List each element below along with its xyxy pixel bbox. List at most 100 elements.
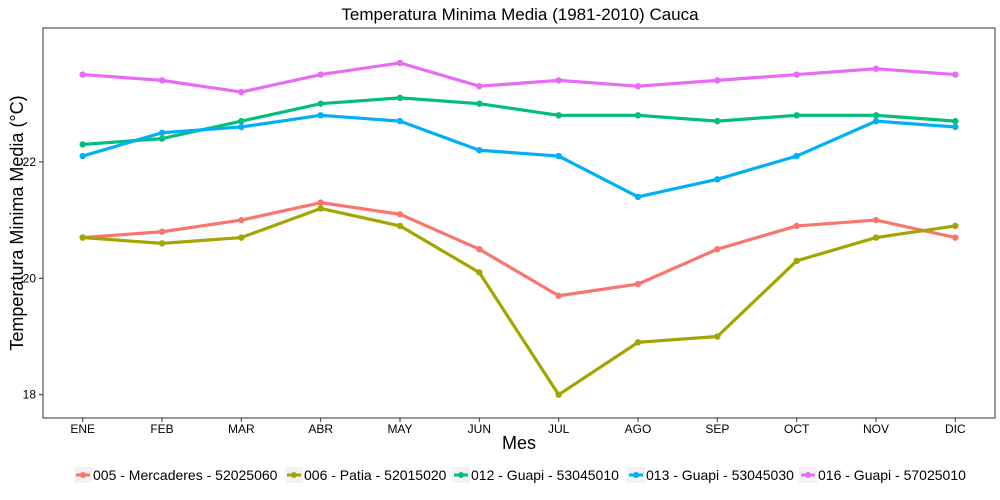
data-point	[952, 222, 959, 230]
data-point	[317, 100, 324, 107]
data-point	[555, 152, 562, 160]
data-point	[872, 65, 880, 72]
data-point	[793, 152, 800, 160]
data-point	[396, 117, 404, 125]
data-point	[79, 71, 86, 78]
series-line	[81, 201, 957, 298]
data-point	[793, 71, 800, 78]
legend-item: 013 - Guapi - 53045030	[627, 467, 794, 483]
data-point	[872, 216, 880, 224]
series-5	[79, 59, 959, 96]
y-tick-label: 22	[23, 155, 37, 169]
legend-label: 013 - Guapi - 53045030	[646, 467, 794, 483]
data-point	[952, 71, 959, 78]
x-tick-label: ABR	[308, 422, 333, 436]
y-axis: 18 20 22	[23, 155, 43, 402]
legend-item: 005 - Mercaderes - 52025060	[74, 467, 278, 483]
x-tick-label: ENE	[70, 422, 95, 436]
x-tick-label: NOV	[863, 422, 889, 436]
y-tick-label: 20	[23, 271, 37, 285]
series-3	[79, 94, 959, 148]
data-point	[158, 135, 166, 142]
legend-key-point	[633, 472, 639, 478]
x-axis: ENE FEB MAR ABR MAY JUN JUL AGO SEP OCT NOV DIC	[70, 418, 966, 436]
series-line	[81, 61, 957, 94]
x-tick-label: JUL	[548, 422, 570, 436]
x-tick-label: MAY	[387, 422, 412, 436]
data-point	[952, 123, 959, 131]
data-point	[793, 112, 800, 119]
data-point	[555, 77, 562, 84]
data-point	[238, 234, 245, 241]
data-point	[872, 117, 880, 125]
legend-label: 005 - Mercaderes - 52025060	[93, 467, 278, 483]
x-tick-label: SEP	[705, 422, 729, 436]
data-point	[79, 152, 86, 160]
data-point	[555, 292, 562, 299]
data-point	[238, 117, 245, 125]
data-point	[872, 234, 880, 241]
data-point	[158, 77, 166, 84]
legend-key-point	[458, 472, 464, 478]
data-point	[555, 391, 562, 398]
data-point	[714, 333, 721, 340]
data-point	[634, 112, 642, 119]
data-point	[555, 112, 562, 119]
data-point	[396, 94, 404, 102]
series-layer	[79, 59, 959, 398]
legend-key-point	[805, 472, 811, 478]
legend: 005 - Mercaderes - 52025060 006 - Patia -…	[74, 467, 966, 483]
x-axis-title: Mes	[502, 433, 536, 453]
series-4	[79, 112, 959, 201]
data-point	[317, 112, 324, 119]
data-point	[634, 280, 642, 288]
data-point	[158, 228, 166, 235]
data-point	[396, 222, 404, 230]
data-point	[158, 240, 166, 247]
series-2	[79, 205, 959, 398]
data-point	[476, 100, 483, 107]
legend-label: 012 - Guapi - 53045010	[471, 467, 619, 483]
legend-item: 012 - Guapi - 53045010	[452, 467, 619, 483]
data-point	[793, 222, 800, 230]
series-line	[81, 96, 957, 147]
data-point	[317, 71, 324, 78]
series-line	[81, 113, 957, 199]
x-tick-label: AGO	[625, 422, 652, 436]
data-point	[952, 117, 959, 125]
data-point	[317, 199, 324, 206]
y-tick-label: 18	[23, 388, 37, 402]
legend-item: 016 - Guapi - 57025010	[799, 467, 966, 483]
data-point	[396, 59, 404, 67]
legend-item: 006 - Patia - 52015020	[285, 467, 447, 483]
data-point	[634, 339, 642, 346]
data-point	[476, 269, 483, 276]
data-point	[634, 193, 642, 201]
x-tick-label: DIC	[945, 422, 966, 436]
data-point	[476, 245, 483, 253]
data-point	[714, 245, 721, 253]
data-point	[238, 216, 245, 224]
data-point	[714, 77, 721, 84]
data-point	[317, 205, 324, 212]
data-point	[872, 112, 880, 119]
x-tick-label: MAR	[228, 422, 255, 436]
data-point	[476, 147, 483, 154]
data-point	[634, 83, 642, 90]
legend-label: 006 - Patia - 52015020	[304, 467, 447, 483]
data-point	[238, 123, 245, 131]
data-point	[952, 234, 959, 241]
legend-label: 016 - Guapi - 57025010	[818, 467, 966, 483]
data-point	[79, 141, 86, 148]
data-point	[396, 211, 404, 218]
data-point	[79, 234, 86, 241]
x-tick-label: OCT	[784, 422, 810, 436]
legend-key-point	[291, 472, 297, 478]
data-point	[238, 88, 245, 96]
x-tick-label: FEB	[150, 422, 173, 436]
data-point	[158, 129, 166, 136]
x-tick-label: JUN	[468, 422, 491, 436]
data-point	[476, 83, 483, 90]
data-point	[714, 176, 721, 183]
